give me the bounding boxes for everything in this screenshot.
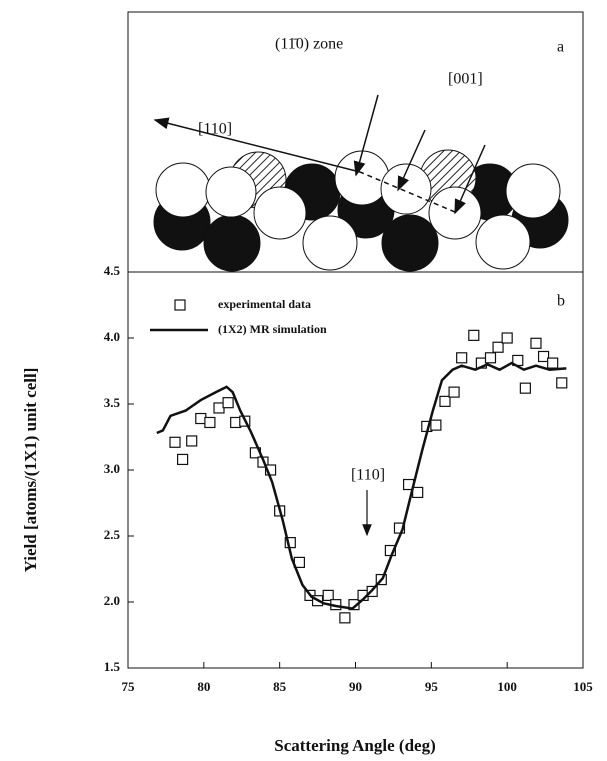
- direction-label: [001]: [448, 71, 483, 88]
- panel-label: a: [557, 39, 564, 56]
- data-point: [169, 436, 181, 448]
- data-point: [492, 341, 504, 353]
- data-point: [456, 352, 468, 364]
- x-tick-label: 95: [425, 679, 439, 694]
- data-point: [348, 599, 360, 611]
- data-point: [230, 416, 242, 429]
- direction-label: [110]: [198, 121, 232, 138]
- x-tick-label: 90: [349, 679, 362, 694]
- y-tick-label: 3.5: [104, 395, 121, 410]
- data-point: [339, 612, 351, 624]
- y-tick-label: 1.5: [104, 659, 121, 674]
- legend-marker: [174, 299, 186, 311]
- x-tick-label: 85: [273, 679, 287, 694]
- x-tick-label: 75: [122, 679, 136, 694]
- surface-atoms: [155, 150, 561, 271]
- y-tick-label: 2.0: [104, 593, 120, 608]
- y-axis-title: Yield [atoms/(1X1) unit cell]: [21, 368, 40, 573]
- data-point: [213, 402, 225, 414]
- data-point: [412, 486, 424, 499]
- y-tick-label: 3.0: [104, 461, 120, 476]
- data-point: [530, 337, 542, 349]
- data-point: [430, 419, 442, 431]
- y-tick-label: 4.0: [104, 329, 120, 344]
- x-tick-label: 105: [573, 679, 593, 694]
- zone-label: (11̄0) zone: [275, 36, 343, 53]
- panel-a: (11̄0) zone [001] [110] a: [127, 11, 584, 273]
- data-point: [322, 589, 334, 602]
- data-point: [547, 357, 559, 369]
- data-point: [556, 377, 568, 389]
- annotation: [110]: [351, 467, 385, 484]
- x-axis-title: Scattering Angle (deg): [274, 736, 435, 755]
- x-tick-label: 80: [197, 679, 210, 694]
- panel-label: b: [557, 293, 565, 310]
- legend-label: (1X2) MR simulation: [218, 322, 327, 336]
- line-series: [156, 361, 567, 610]
- data-point: [393, 522, 406, 534]
- data-point: [177, 453, 189, 466]
- data-point: [222, 397, 234, 409]
- data-point: [537, 350, 550, 363]
- y-tick-label: 2.5: [104, 527, 121, 542]
- data-point: [448, 386, 460, 398]
- data-point: [519, 382, 531, 394]
- data-point: [186, 435, 198, 447]
- data-point: [468, 329, 480, 341]
- y-tick-label: 4.5: [104, 263, 121, 278]
- data-point: [484, 352, 497, 364]
- legend-label: experimental data: [218, 297, 311, 311]
- data-point: [501, 332, 513, 344]
- x-tick-label: 100: [497, 679, 517, 694]
- data-point: [439, 395, 451, 407]
- arrows: [153, 94, 486, 215]
- data-point: [204, 416, 216, 429]
